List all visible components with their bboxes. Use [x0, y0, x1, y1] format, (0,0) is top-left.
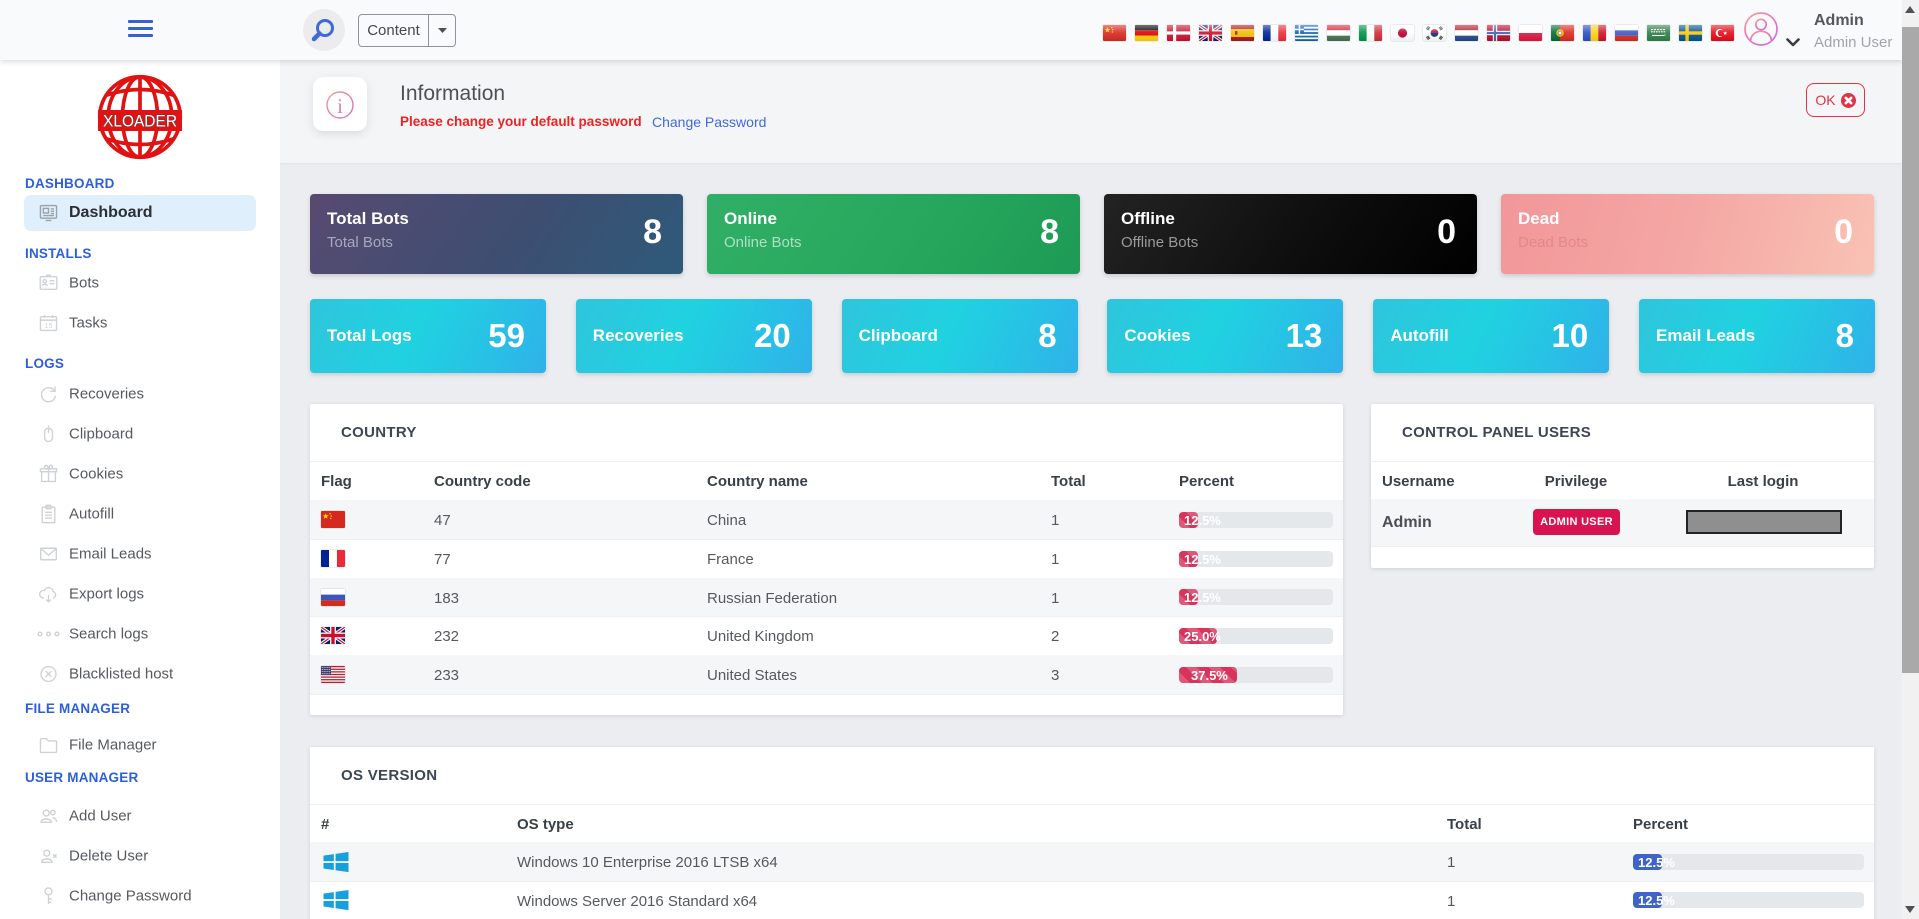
svg-text:i: i — [337, 94, 343, 118]
svg-text:XLOADER: XLOADER — [103, 112, 177, 131]
svg-text:15: 15 — [44, 323, 52, 330]
